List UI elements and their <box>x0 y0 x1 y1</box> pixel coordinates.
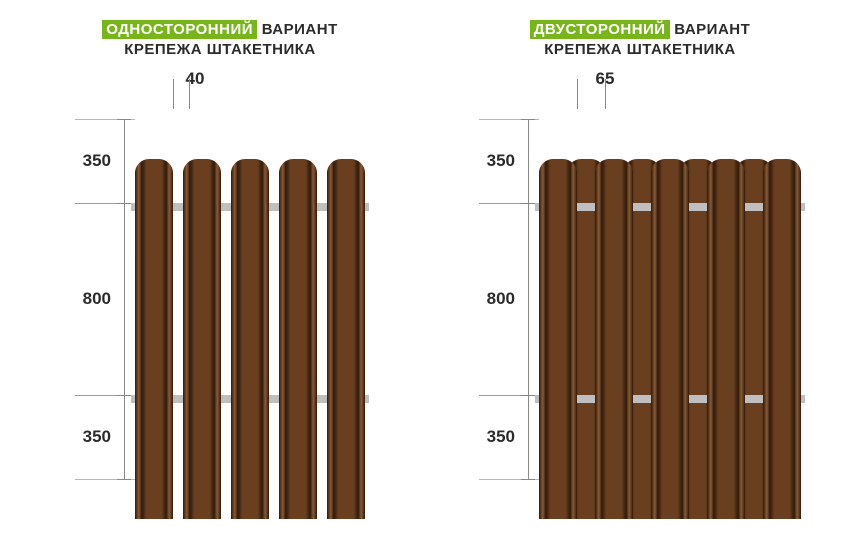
dim-tick <box>189 79 190 109</box>
fence-picket <box>231 159 269 519</box>
dim-extension <box>479 119 539 120</box>
diagram-double: 350 800 350 65 <box>479 119 801 519</box>
dim-extension <box>479 395 539 396</box>
fence-picket <box>763 159 801 519</box>
diagram-single: 350 800 350 40 <box>75 119 365 519</box>
title-rest: ВАРИАНТ <box>257 21 338 38</box>
dim-line <box>528 203 529 395</box>
fence-picket <box>595 159 633 519</box>
title-highlight: ОДНОСТОРОННИЙ <box>102 20 257 39</box>
dim-label: 350 <box>487 427 515 447</box>
dim-extension <box>479 479 539 480</box>
fence-double: 65 <box>539 119 801 519</box>
dim-line <box>528 119 529 203</box>
fence-single: 40 <box>135 119 365 519</box>
title-single: ОДНОСТОРОННИЙ ВАРИАНТ КРЕПЕЖА ШТАКЕТНИКА <box>102 20 337 59</box>
fence-picket <box>651 159 689 519</box>
panel-double-sided: ДВУСТОРОННИЙ ВАРИАНТ КРЕПЕЖА ШТАКЕТНИКА … <box>450 20 830 519</box>
dim-extension <box>75 395 135 396</box>
title-line2: КРЕПЕЖА ШТАКЕТНИКА <box>544 41 736 58</box>
dim-line <box>124 203 125 395</box>
dim-extension <box>479 203 539 204</box>
fence-picket <box>327 159 365 519</box>
dim-line <box>124 395 125 479</box>
dim-label: 800 <box>487 289 515 309</box>
title-double: ДВУСТОРОННИЙ ВАРИАНТ КРЕПЕЖА ШТАКЕТНИКА <box>530 20 751 59</box>
dim-column-left: 350 800 350 <box>75 119 135 479</box>
dim-label: 350 <box>83 151 111 171</box>
panel-single-sided: ОДНОСТОРОННИЙ ВАРИАНТ КРЕПЕЖА ШТАКЕТНИКА… <box>30 20 410 519</box>
fence-picket <box>183 159 221 519</box>
dim-extension <box>75 479 135 480</box>
dim-tick <box>173 79 174 109</box>
title-highlight: ДВУСТОРОННИЙ <box>530 20 670 39</box>
dim-column-right: 350 800 350 <box>479 119 539 479</box>
fence-picket <box>707 159 745 519</box>
dim-extension <box>75 119 135 120</box>
dim-tick <box>605 79 606 109</box>
title-rest: ВАРИАНТ <box>670 21 751 38</box>
dim-extension <box>75 203 135 204</box>
dim-tick <box>577 79 578 109</box>
dim-line <box>124 119 125 203</box>
top-dim-single: 40 <box>173 79 193 109</box>
container: ОДНОСТОРОННИЙ ВАРИАНТ КРЕПЕЖА ШТАКЕТНИКА… <box>0 0 860 539</box>
dim-label: 350 <box>487 151 515 171</box>
top-dim-double: 65 <box>577 79 609 109</box>
dim-label: 350 <box>83 427 111 447</box>
fence-picket <box>279 159 317 519</box>
fence-picket <box>135 159 173 519</box>
dim-label: 800 <box>83 289 111 309</box>
dim-line <box>528 395 529 479</box>
title-line2: КРЕПЕЖА ШТАКЕТНИКА <box>124 41 316 58</box>
fence-picket <box>539 159 577 519</box>
